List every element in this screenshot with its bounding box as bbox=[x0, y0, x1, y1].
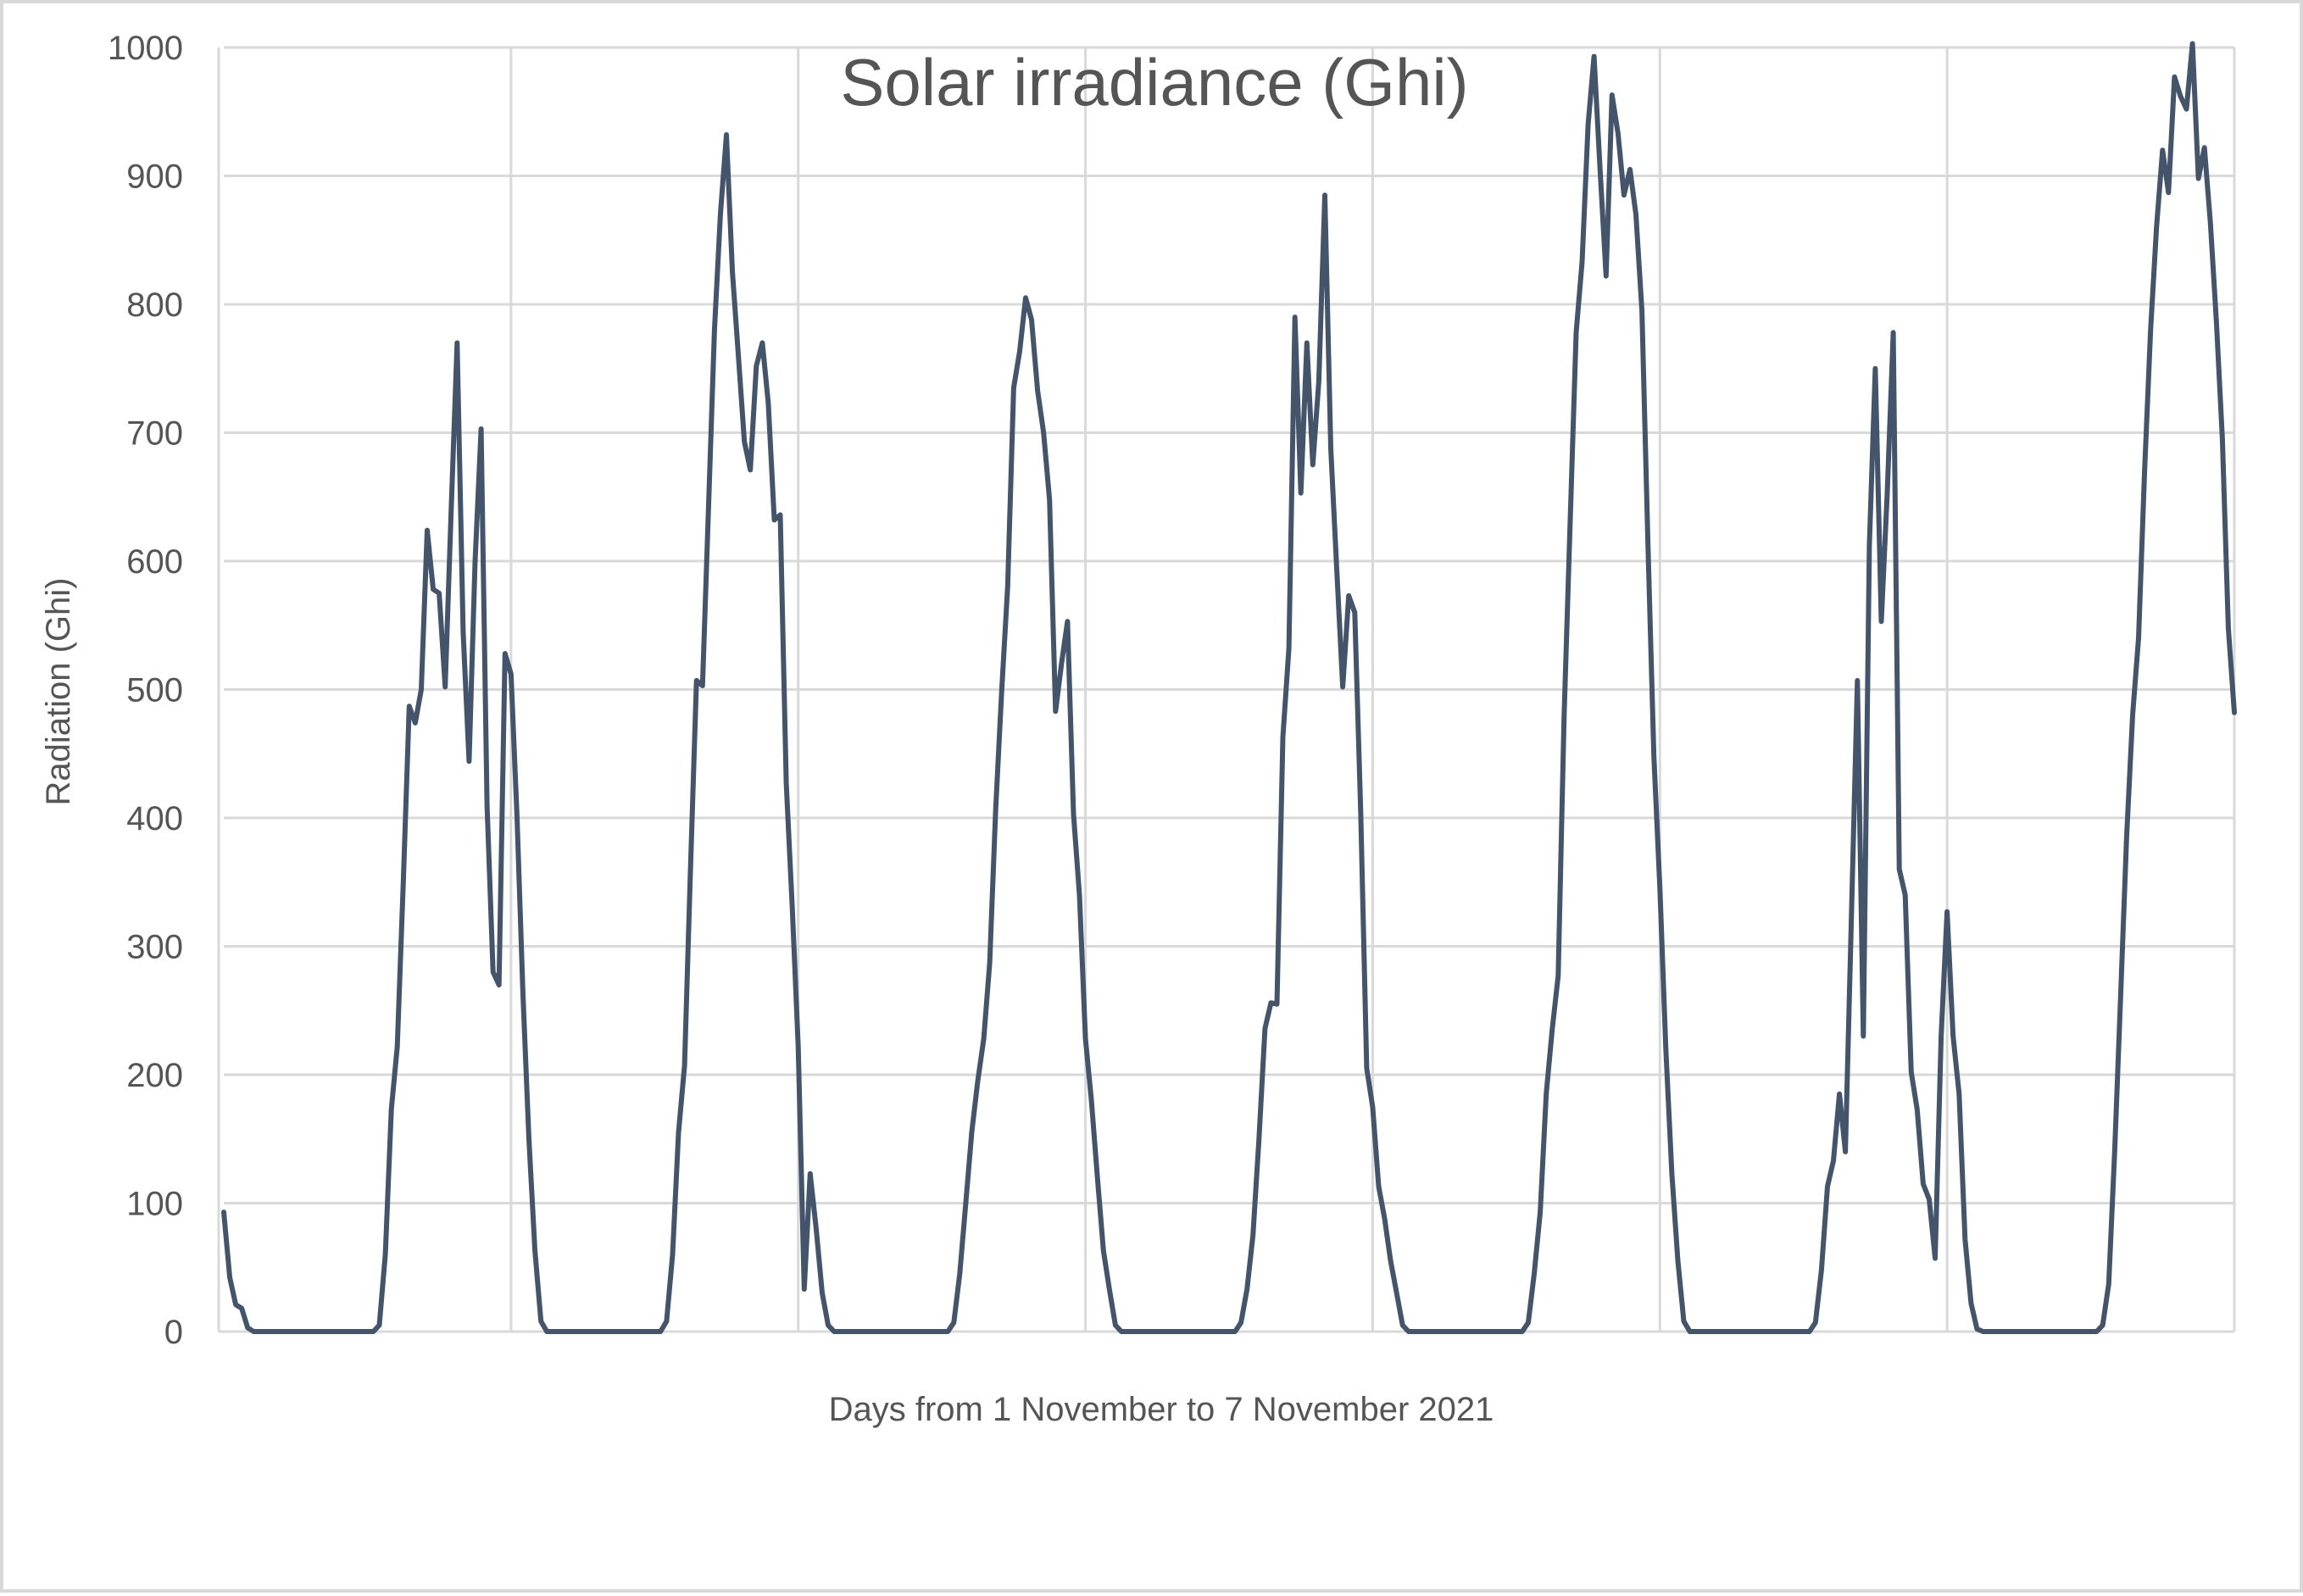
y-axis-tick-labels: 0 100 200 300 400 500 600 700 800 900 1000 bbox=[108, 30, 183, 1351]
gridlines bbox=[217, 46, 2236, 1332]
y-tick-label: 400 bbox=[126, 800, 183, 837]
series-line-ghi bbox=[221, 41, 2237, 1334]
y-tick-label: 500 bbox=[126, 672, 183, 709]
y-tick-label: 600 bbox=[126, 543, 183, 581]
y-tick-label: 900 bbox=[126, 158, 183, 196]
y-tick-label: 800 bbox=[126, 286, 183, 324]
chart-title: Solar irradiance (Ghi) bbox=[840, 45, 1468, 120]
y-axis-title: Radiation (Ghi) bbox=[40, 577, 77, 805]
chart-svg: 0 100 200 300 400 500 600 700 800 900 1000 Solar i… bbox=[40, 30, 2237, 1428]
y-tick-label: 200 bbox=[126, 1057, 183, 1094]
y-tick-label: 100 bbox=[126, 1186, 183, 1223]
y-tick-label: 300 bbox=[126, 929, 183, 966]
y-tick-label: 700 bbox=[126, 415, 183, 453]
x-axis-title: Days from 1 November to 7 November 2021 bbox=[829, 1391, 1494, 1428]
y-tick-label: 0 bbox=[164, 1314, 183, 1351]
y-tick-label: 1000 bbox=[108, 30, 183, 67]
